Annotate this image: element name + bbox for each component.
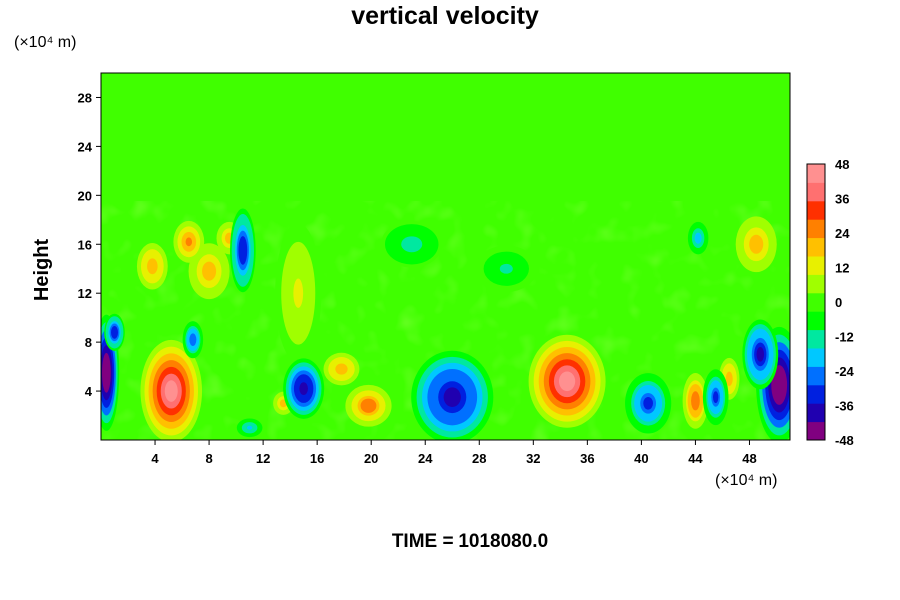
y-tick-label: 12 xyxy=(78,286,92,301)
x-tick-label: 32 xyxy=(526,451,540,466)
colorbar-swatch xyxy=(807,200,825,220)
velocity-cell xyxy=(104,313,125,351)
y-tick-label: 4 xyxy=(85,384,93,399)
colorbar-swatch xyxy=(807,329,825,349)
colorbar-frame xyxy=(806,163,826,441)
x-tick-label: 4 xyxy=(151,451,159,466)
colorbar-swatch xyxy=(807,403,825,423)
colorbar-swatch xyxy=(807,182,825,202)
y-tick-label: 16 xyxy=(78,237,92,252)
velocity-cell xyxy=(742,319,779,390)
colorbar-swatch xyxy=(807,421,825,441)
colorbar-swatch xyxy=(807,292,825,312)
colorbar-swatch xyxy=(807,219,825,239)
colorbar-swatch xyxy=(807,237,825,257)
colorbar-swatch xyxy=(807,164,825,183)
colorbar-tick-label: 12 xyxy=(835,261,849,276)
colorbar-swatch xyxy=(807,256,825,275)
time-readout: TIME = 1018080.0 xyxy=(0,531,900,553)
colorbar-tick-label: 36 xyxy=(835,192,849,207)
x-tick-label: 20 xyxy=(364,451,378,466)
velocity-cell xyxy=(275,223,322,363)
colorbar-swatch xyxy=(807,311,825,331)
plot-frame xyxy=(100,72,791,441)
x-tick-label: 40 xyxy=(634,451,648,466)
time-value: 1018080.0 xyxy=(458,531,549,552)
velocity-cell xyxy=(528,334,606,428)
colorbar-tick-label: 48 xyxy=(835,157,849,172)
velocity-cell xyxy=(687,221,709,255)
velocity-cell xyxy=(411,350,494,440)
velocity-cell xyxy=(140,339,203,440)
velocity-cell xyxy=(380,221,443,268)
x-tick-label: 28 xyxy=(472,451,486,466)
colorbar-tick-label: 24 xyxy=(835,226,850,241)
velocity-cell xyxy=(702,369,729,426)
colorbar-swatch xyxy=(807,274,825,294)
velocity-cell xyxy=(682,372,709,429)
velocity-cell xyxy=(283,358,325,419)
y-tick-label: 28 xyxy=(78,90,92,105)
x-tick-label: 8 xyxy=(205,451,212,466)
y-axis-label: Height xyxy=(30,238,53,302)
velocity-cell xyxy=(625,373,672,434)
colorbar-swatch xyxy=(807,384,825,404)
x-tick-label: 48 xyxy=(742,451,756,466)
colorbar-tick-label: -24 xyxy=(835,364,855,379)
x-tick-label: 12 xyxy=(256,451,270,466)
heatmap xyxy=(101,73,790,440)
velocity-cell xyxy=(230,208,256,293)
velocity-cell xyxy=(735,216,777,273)
velocity-cell xyxy=(173,220,205,263)
colorbar-swatch xyxy=(807,366,825,386)
velocity-cell xyxy=(188,243,230,300)
y-tick-label: 8 xyxy=(85,335,92,350)
velocity-cell xyxy=(345,384,392,427)
velocity-cell xyxy=(236,418,263,438)
colorbar-tick-label: -12 xyxy=(835,330,854,345)
x-axis: 4 8 12 16 20 24 28 32 36 40 44 48 xyxy=(151,440,757,466)
y-axis-unit: (×10⁴ m) xyxy=(14,34,77,51)
velocity-cell xyxy=(136,243,168,290)
velocity-cell xyxy=(323,352,360,386)
x-tick-label: 36 xyxy=(580,451,594,466)
colorbar-tick-label: -48 xyxy=(835,433,854,448)
chart-title: vertical velocity xyxy=(351,2,539,30)
x-axis-unit: (×10⁴ m) xyxy=(715,472,778,489)
colorbar-swatch xyxy=(807,348,825,367)
y-tick-label: 24 xyxy=(78,139,93,154)
colorbar-tick-label: -36 xyxy=(835,399,854,414)
y-tick-label: 20 xyxy=(78,188,92,203)
velocity-cell xyxy=(475,245,538,292)
x-tick-label: 44 xyxy=(688,451,703,466)
x-tick-label: 24 xyxy=(418,451,433,466)
y-axis: 4 8 12 16 20 24 28 xyxy=(78,90,101,399)
time-label: TIME = xyxy=(391,531,454,552)
x-tick-label: 16 xyxy=(310,451,324,466)
colorbar-tick-label: 0 xyxy=(835,295,842,310)
velocity-cell xyxy=(182,321,204,359)
